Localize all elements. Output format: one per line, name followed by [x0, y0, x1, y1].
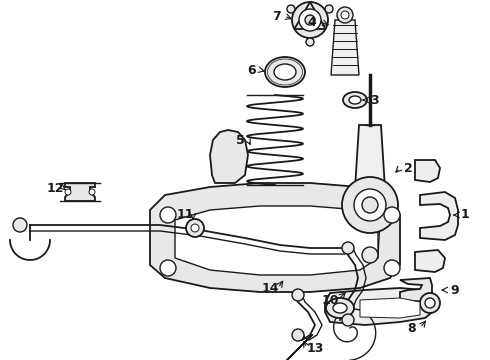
Text: 13: 13	[306, 342, 324, 355]
Circle shape	[337, 7, 353, 23]
Polygon shape	[360, 220, 380, 255]
Polygon shape	[415, 250, 445, 272]
Circle shape	[325, 5, 333, 13]
Circle shape	[305, 15, 315, 25]
Polygon shape	[420, 192, 458, 240]
Circle shape	[420, 293, 440, 313]
Polygon shape	[175, 206, 378, 275]
Circle shape	[306, 38, 314, 46]
Circle shape	[292, 289, 304, 301]
Ellipse shape	[274, 64, 296, 80]
Circle shape	[354, 189, 386, 221]
Polygon shape	[415, 160, 440, 182]
Text: 14: 14	[261, 282, 279, 294]
Text: 6: 6	[247, 63, 256, 77]
Text: 4: 4	[308, 15, 317, 28]
Circle shape	[292, 2, 328, 38]
Text: 12: 12	[46, 181, 64, 194]
Circle shape	[342, 314, 354, 326]
Polygon shape	[360, 298, 420, 318]
Text: 1: 1	[461, 208, 469, 221]
Polygon shape	[331, 20, 359, 75]
Circle shape	[425, 298, 435, 308]
Circle shape	[384, 260, 400, 276]
Circle shape	[160, 207, 176, 223]
Text: 9: 9	[451, 284, 459, 297]
Polygon shape	[150, 183, 400, 292]
Ellipse shape	[326, 298, 354, 318]
Circle shape	[299, 9, 321, 31]
Ellipse shape	[349, 96, 361, 104]
Ellipse shape	[343, 92, 367, 108]
Polygon shape	[400, 278, 432, 302]
Circle shape	[342, 177, 398, 233]
Circle shape	[362, 197, 378, 213]
Circle shape	[292, 329, 304, 341]
Circle shape	[362, 247, 378, 263]
Polygon shape	[325, 288, 435, 325]
Circle shape	[160, 260, 176, 276]
Ellipse shape	[265, 57, 305, 87]
Circle shape	[13, 218, 27, 232]
Circle shape	[287, 5, 295, 13]
Text: 2: 2	[404, 162, 413, 175]
Ellipse shape	[333, 303, 347, 313]
Circle shape	[341, 11, 349, 19]
Text: 11: 11	[176, 208, 194, 221]
Polygon shape	[65, 183, 95, 201]
Circle shape	[191, 224, 199, 232]
Text: 10: 10	[321, 293, 339, 306]
Polygon shape	[210, 130, 248, 183]
Polygon shape	[355, 125, 386, 220]
Text: 5: 5	[236, 134, 245, 147]
Circle shape	[65, 189, 71, 195]
Circle shape	[342, 242, 354, 254]
Text: 7: 7	[271, 9, 280, 22]
Text: 3: 3	[369, 94, 378, 107]
Polygon shape	[294, 2, 325, 29]
Text: 8: 8	[408, 321, 416, 334]
Circle shape	[384, 207, 400, 223]
Circle shape	[89, 189, 95, 195]
Circle shape	[186, 219, 204, 237]
